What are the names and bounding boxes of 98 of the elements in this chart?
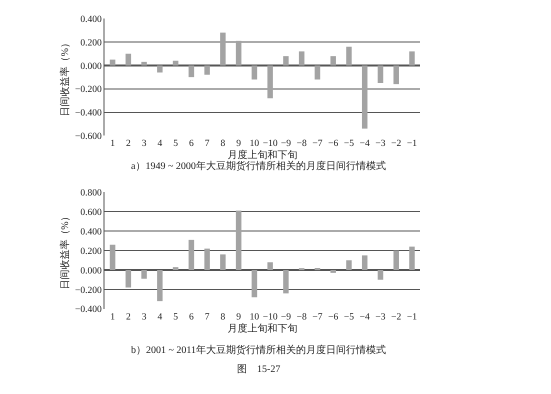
y-tick-label: 0.800 [80,188,102,198]
x-tick-label: −3 [375,312,386,322]
bar [141,62,147,66]
x-tick-label: 9 [236,139,242,150]
y-tick-label: −0.400 [75,108,102,119]
x-axis-title: 月度上旬和下旬 [227,149,298,162]
x-tick-label: −5 [344,312,354,322]
x-tick-label: −2 [391,139,402,150]
text: a）1949 ~ 2000年大豆期货行情所相关的月度日间行情模式 [131,160,386,172]
x-tick-label: −5 [344,139,354,150]
x-tick-label: 2 [126,312,131,322]
bar [378,65,384,84]
bar [157,65,163,72]
x-tick-label: 8 [220,312,226,322]
bar [378,270,384,280]
bar [188,240,194,270]
y-axis-title: 日间收益率（%） [59,38,72,116]
x-tick-label: 7 [204,312,210,322]
y-tick-label: 0.400 [80,227,102,238]
x-tick-label: 5 [173,312,178,322]
bar [362,255,368,270]
bar [330,56,336,66]
bar [204,65,210,75]
y-tick-label: 0.000 [80,266,102,276]
bar [362,65,368,129]
bar [267,65,273,98]
x-axis-title: 月度上旬和下旬 [227,322,298,334]
x-tick-label: −4 [360,139,370,150]
bar [172,60,178,66]
x-tick-label: −9 [280,139,292,150]
x-tick-label: −10 [262,312,278,322]
x-tick-label: 3 [142,139,147,150]
bar [126,270,132,288]
bar [393,65,399,84]
x-tick-label: 10 [250,312,260,322]
bar [236,40,242,66]
y-tick-label: 0.200 [80,38,102,48]
x-tick-label: −3 [375,139,386,150]
x-tick-label: 6 [188,139,194,150]
x-tick-label: −8 [296,312,307,322]
x-tick-label: 5 [173,139,178,150]
bar [220,254,226,270]
bar [126,54,132,66]
x-tick-label: −6 [328,139,338,150]
bar [110,244,116,270]
x-tick-label: −8 [296,139,307,150]
bar [409,246,415,270]
bar [252,270,258,298]
x-tick-label: 6 [188,312,194,322]
bar [157,270,163,302]
y-axis-title: 日间收益率（%） [59,211,72,290]
bar [267,262,273,270]
y-tick-label: 0.200 [80,246,102,257]
caption: 图 15-27 [237,364,280,375]
y-tick-label: 0.000 [80,62,102,72]
bar [314,65,320,80]
x-tick-label: −6 [328,312,338,322]
x-tick-label: −1 [406,139,418,150]
x-tick-label: −9 [280,312,292,322]
x-tick-label: 9 [236,312,242,322]
bar [346,46,352,66]
bar [252,65,258,80]
y-tick-label: −0.200 [75,85,102,96]
x-tick-label: 1 [110,139,116,150]
bar [283,56,289,66]
bar [110,60,116,66]
x-tick-label: 7 [204,139,210,150]
x-tick-label: −10 [262,139,278,150]
x-tick-label: 1 [110,312,116,322]
bar [172,267,178,270]
bar [409,51,415,66]
y-tick-label: −0.200 [75,286,102,296]
bar [283,270,289,294]
bar [298,51,304,66]
x-tick-label: 4 [157,139,162,150]
x-tick-label: 10 [250,139,260,150]
y-tick-label: −0.400 [75,305,102,316]
x-tick-label: −1 [406,312,418,322]
x-tick-label: 8 [220,139,226,150]
bar [220,32,226,66]
x-tick-label: −2 [391,312,402,322]
bar [141,270,147,279]
bar [330,270,336,273]
bar [204,248,210,270]
bar [346,260,352,270]
x-tick-label: 2 [126,139,131,150]
x-tick-label: 4 [157,312,162,322]
y-tick-label: −0.600 [75,132,102,142]
bar [236,210,242,270]
x-tick-label: 3 [142,312,147,322]
y-tick-label: 0.600 [80,208,102,218]
x-tick-label: −7 [312,312,323,322]
bar [188,65,194,78]
text: b）2001 ~ 2011年大豆期货行情所相关的月度日间行情模式 [131,344,386,356]
y-tick-label: 0.400 [80,14,102,25]
bar [393,250,399,270]
x-tick-label: −7 [312,139,323,150]
x-tick-label: −4 [360,312,370,322]
